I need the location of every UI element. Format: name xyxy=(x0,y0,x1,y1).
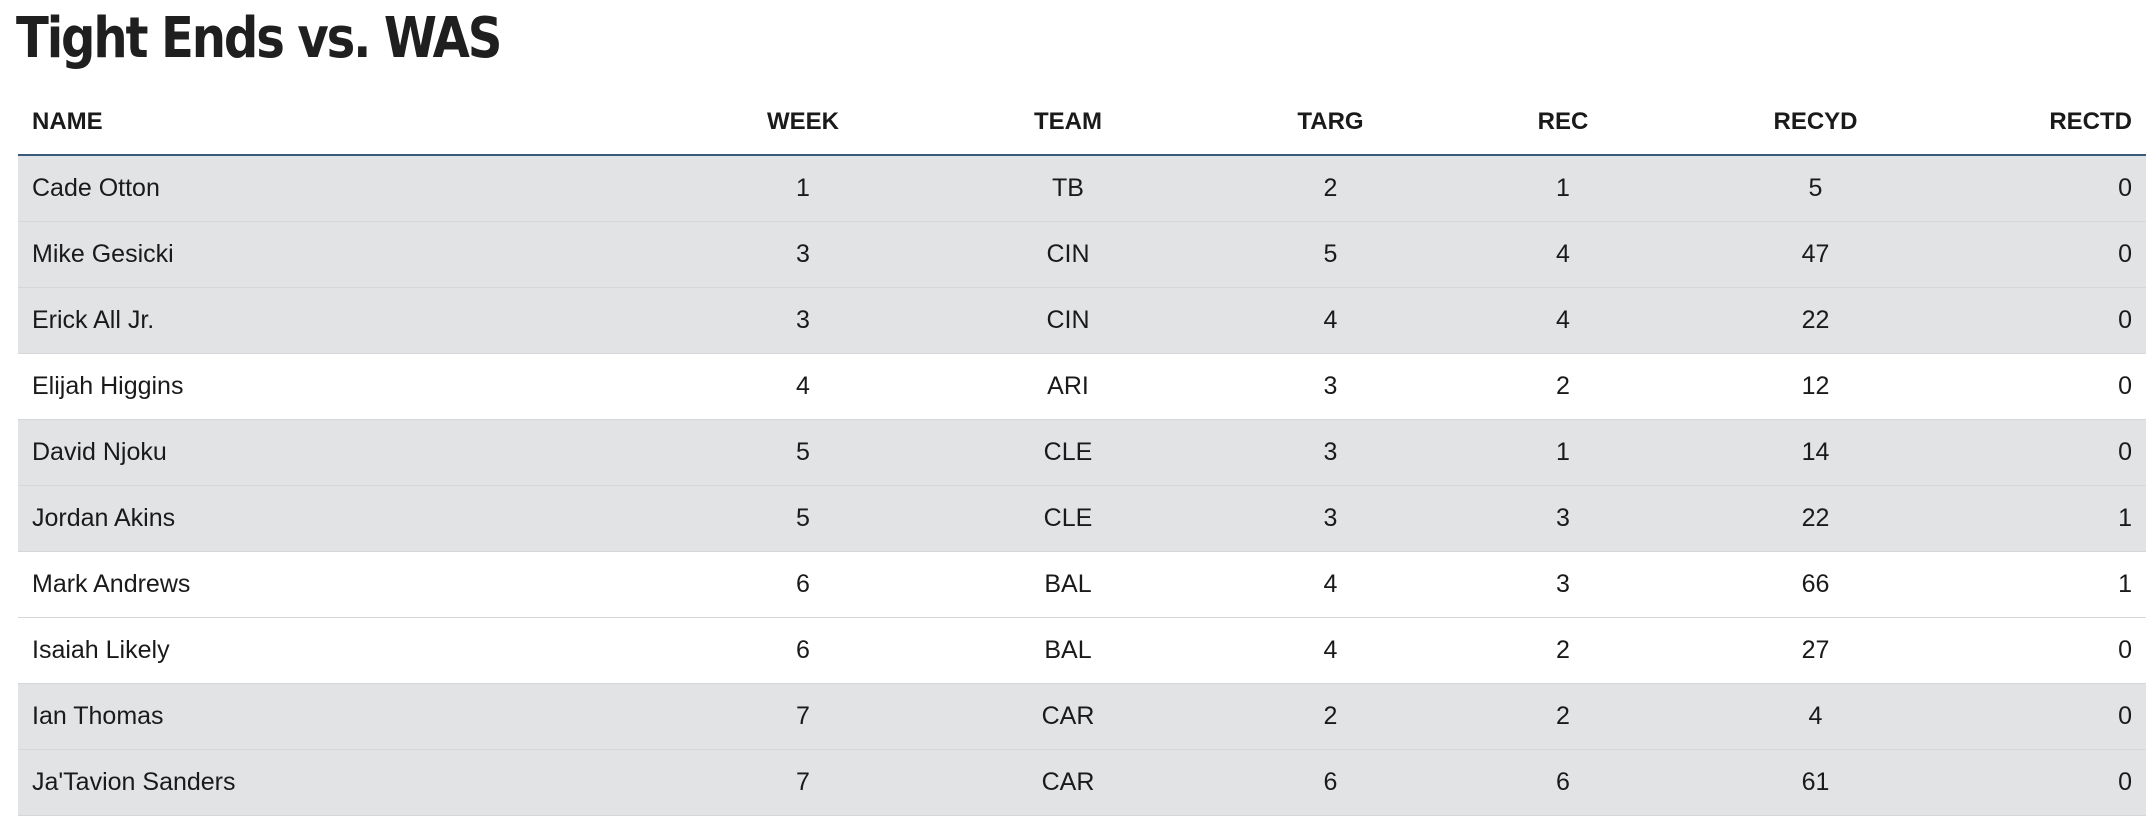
header-row: NAME WEEK TEAM TARG REC RECYD RECTD xyxy=(18,90,2146,156)
cell-week: 6 xyxy=(658,617,948,684)
cell-rec: 3 xyxy=(1473,485,1653,552)
cell-name: Erick All Jr. xyxy=(18,287,658,354)
cell-week: 7 xyxy=(658,749,948,816)
cell-week: 5 xyxy=(658,419,948,486)
cell-team: BAL xyxy=(948,617,1188,684)
cell-rectd: 0 xyxy=(1978,749,2146,816)
cell-rec: 1 xyxy=(1473,419,1653,486)
cell-recyd: 22 xyxy=(1653,485,1978,552)
cell-targ: 3 xyxy=(1188,419,1473,486)
cell-rectd: 0 xyxy=(1978,287,2146,354)
header-recyd[interactable]: RECYD xyxy=(1653,90,1978,156)
cell-week: 4 xyxy=(658,353,948,420)
cell-recyd: 27 xyxy=(1653,617,1978,684)
cell-rectd: 1 xyxy=(1978,551,2146,618)
table-row: Cade Otton 1 TB 2 1 5 0 xyxy=(18,155,2146,222)
table-row: Ian Thomas 7 CAR 2 2 4 0 xyxy=(18,683,2146,750)
cell-targ: 4 xyxy=(1188,551,1473,618)
cell-rec: 2 xyxy=(1473,683,1653,750)
stats-table: NAME WEEK TEAM TARG REC RECYD RECTD Cade… xyxy=(18,90,2146,816)
header-name[interactable]: NAME xyxy=(18,90,658,156)
table-row: Isaiah Likely 6 BAL 4 2 27 0 xyxy=(18,617,2146,684)
cell-name: Isaiah Likely xyxy=(18,617,658,684)
cell-recyd: 47 xyxy=(1653,221,1978,288)
cell-rec: 2 xyxy=(1473,617,1653,684)
table-row: Mark Andrews 6 BAL 4 3 66 1 xyxy=(18,551,2146,618)
cell-targ: 2 xyxy=(1188,155,1473,222)
cell-team: CIN xyxy=(948,287,1188,354)
cell-week: 3 xyxy=(658,287,948,354)
table-row: Elijah Higgins 4 ARI 3 2 12 0 xyxy=(18,353,2146,420)
table-row: Mike Gesicki 3 CIN 5 4 47 0 xyxy=(18,221,2146,288)
cell-team: CAR xyxy=(948,683,1188,750)
cell-rectd: 0 xyxy=(1978,221,2146,288)
cell-name: David Njoku xyxy=(18,419,658,486)
cell-targ: 4 xyxy=(1188,617,1473,684)
cell-rec: 1 xyxy=(1473,155,1653,222)
cell-name: Ian Thomas xyxy=(18,683,658,750)
cell-name: Mike Gesicki xyxy=(18,221,658,288)
cell-recyd: 14 xyxy=(1653,419,1978,486)
cell-targ: 6 xyxy=(1188,749,1473,816)
cell-name: Jordan Akins xyxy=(18,485,658,552)
cell-targ: 5 xyxy=(1188,221,1473,288)
table-row: David Njoku 5 CLE 3 1 14 0 xyxy=(18,419,2146,486)
cell-week: 6 xyxy=(658,551,948,618)
cell-name: Elijah Higgins xyxy=(18,353,658,420)
cell-recyd: 22 xyxy=(1653,287,1978,354)
table-row: Erick All Jr. 3 CIN 4 4 22 0 xyxy=(18,287,2146,354)
header-week[interactable]: WEEK xyxy=(658,90,948,156)
cell-team: ARI xyxy=(948,353,1188,420)
cell-week: 5 xyxy=(658,485,948,552)
cell-targ: 3 xyxy=(1188,485,1473,552)
cell-team: CAR xyxy=(948,749,1188,816)
header-targ[interactable]: TARG xyxy=(1188,90,1473,156)
cell-name: Ja'Tavion Sanders xyxy=(18,749,658,816)
cell-rectd: 0 xyxy=(1978,419,2146,486)
cell-name: Mark Andrews xyxy=(18,551,658,618)
cell-team: BAL xyxy=(948,551,1188,618)
cell-name: Cade Otton xyxy=(18,155,658,222)
cell-rec: 4 xyxy=(1473,287,1653,354)
table-row: Ja'Tavion Sanders 7 CAR 6 6 61 0 xyxy=(18,749,2146,816)
cell-rec: 2 xyxy=(1473,353,1653,420)
cell-recyd: 5 xyxy=(1653,155,1978,222)
table-row: Jordan Akins 5 CLE 3 3 22 1 xyxy=(18,485,2146,552)
cell-recyd: 4 xyxy=(1653,683,1978,750)
header-team[interactable]: TEAM xyxy=(948,90,1188,156)
header-rec[interactable]: REC xyxy=(1473,90,1653,156)
cell-rec: 3 xyxy=(1473,551,1653,618)
page-title: Tight Ends vs. WAS xyxy=(16,6,502,71)
cell-rectd: 1 xyxy=(1978,485,2146,552)
cell-rec: 6 xyxy=(1473,749,1653,816)
cell-rectd: 0 xyxy=(1978,353,2146,420)
cell-week: 7 xyxy=(658,683,948,750)
table-body: Cade Otton 1 TB 2 1 5 0 Mike Gesicki 3 C… xyxy=(18,155,2146,816)
cell-recyd: 12 xyxy=(1653,353,1978,420)
cell-week: 3 xyxy=(658,221,948,288)
cell-team: TB xyxy=(948,155,1188,222)
cell-recyd: 61 xyxy=(1653,749,1978,816)
cell-targ: 2 xyxy=(1188,683,1473,750)
header-rectd[interactable]: RECTD xyxy=(1978,90,2146,156)
cell-rectd: 0 xyxy=(1978,155,2146,222)
cell-targ: 3 xyxy=(1188,353,1473,420)
cell-rec: 4 xyxy=(1473,221,1653,288)
cell-rectd: 0 xyxy=(1978,683,2146,750)
cell-team: CIN xyxy=(948,221,1188,288)
cell-rectd: 0 xyxy=(1978,617,2146,684)
cell-recyd: 66 xyxy=(1653,551,1978,618)
cell-team: CLE xyxy=(948,419,1188,486)
cell-targ: 4 xyxy=(1188,287,1473,354)
cell-team: CLE xyxy=(948,485,1188,552)
cell-week: 1 xyxy=(658,155,948,222)
